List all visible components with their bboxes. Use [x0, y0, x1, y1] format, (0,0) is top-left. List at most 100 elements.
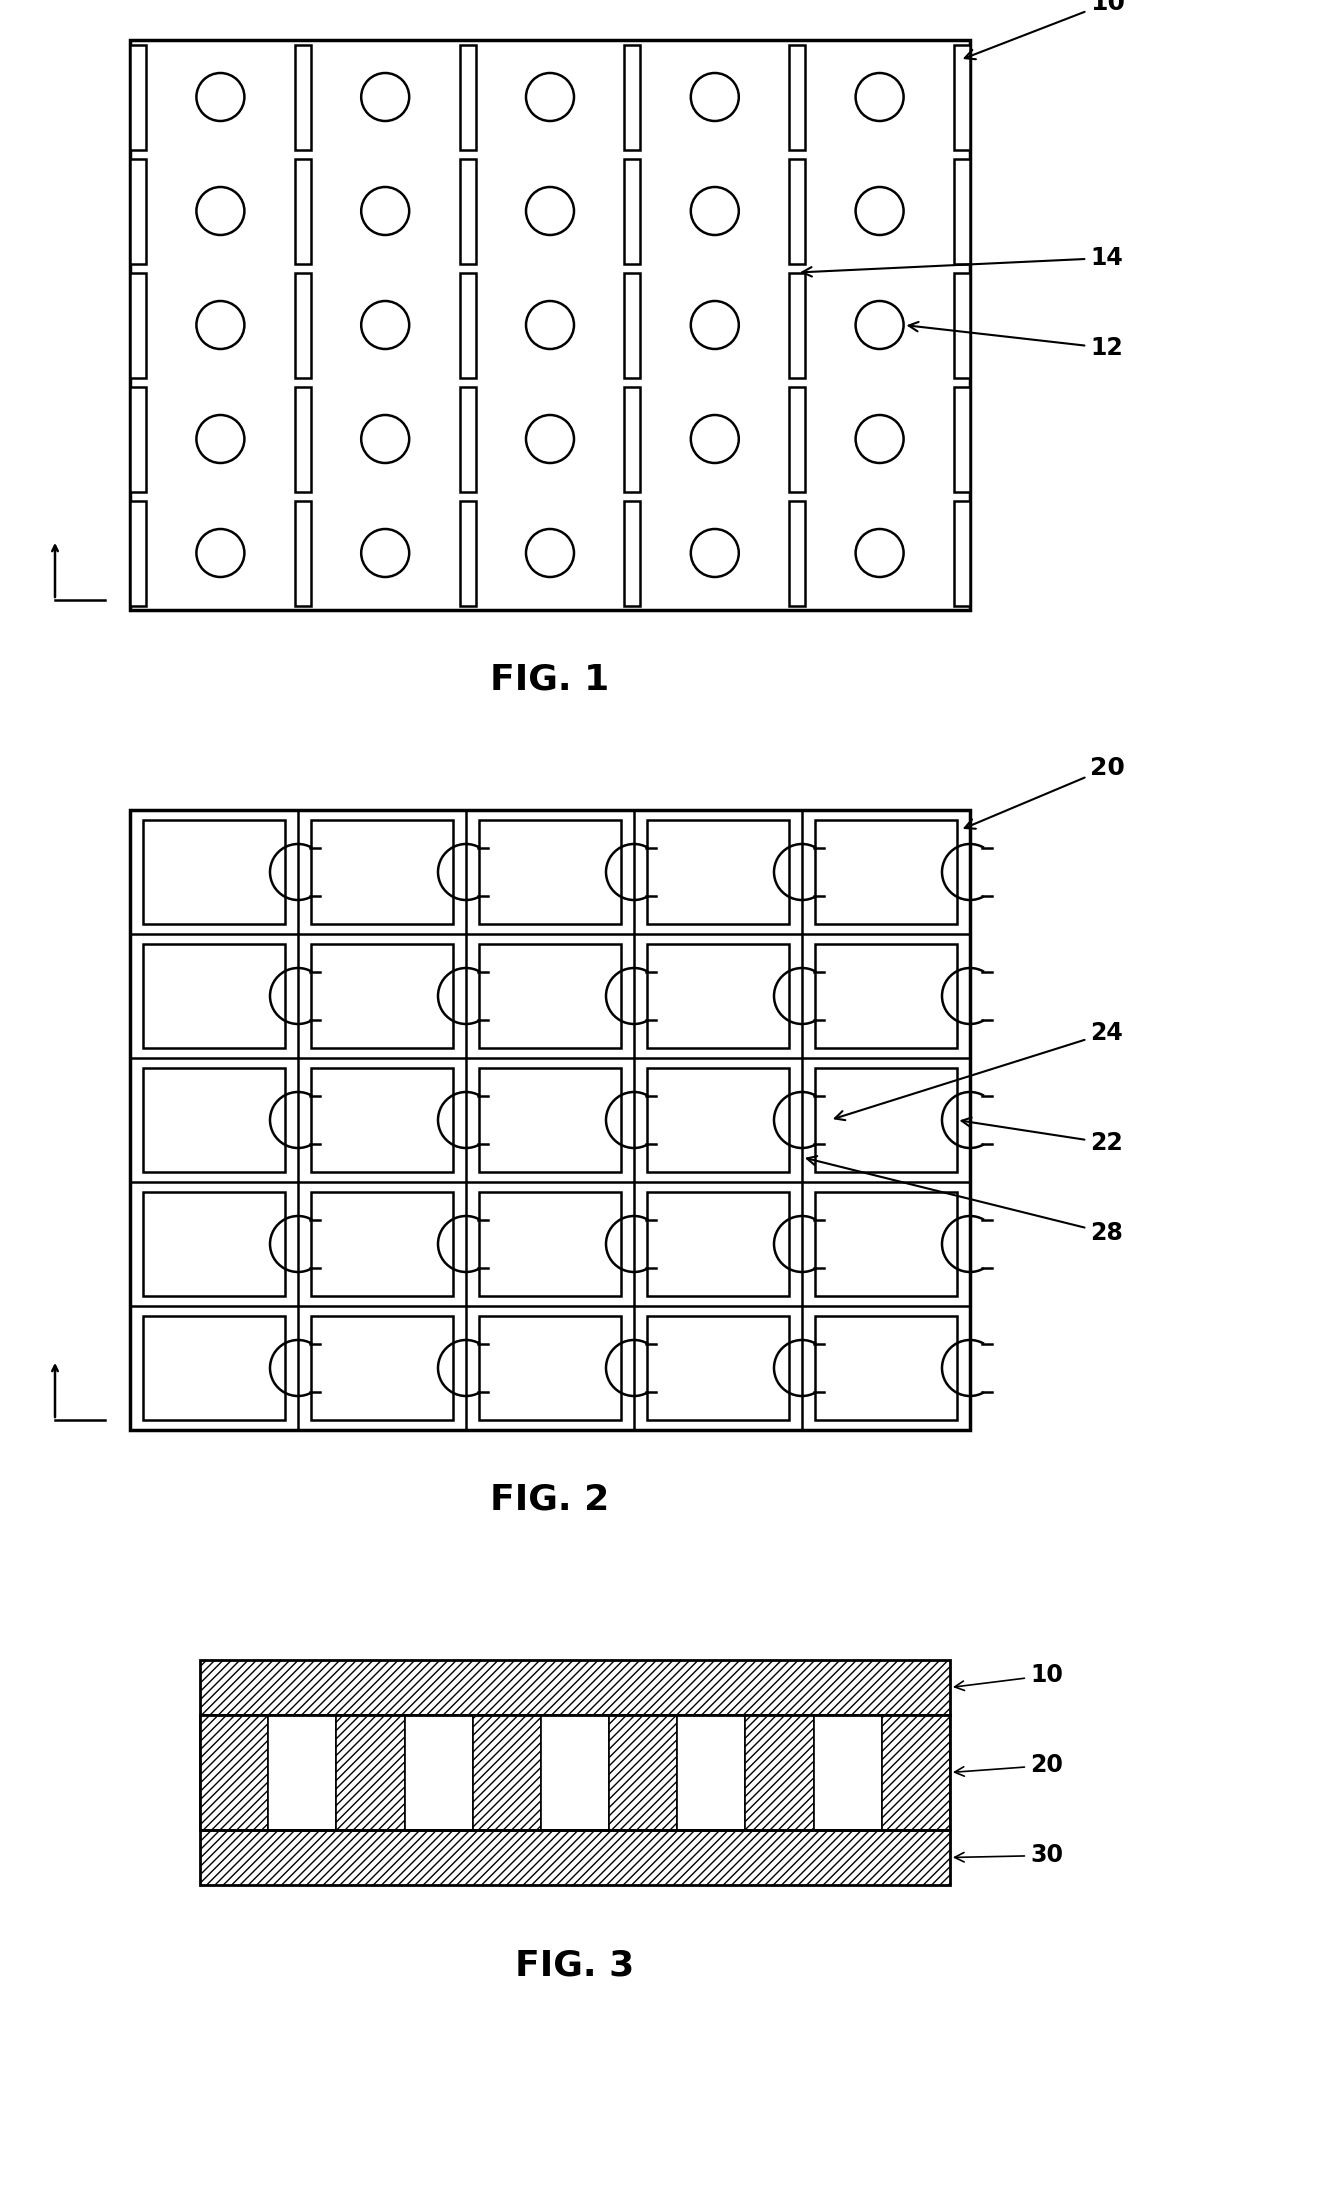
Circle shape [526, 301, 574, 350]
Bar [295, 44, 311, 150]
Bar [143, 1069, 284, 1172]
Bar [311, 820, 452, 924]
Bar [460, 501, 476, 605]
Circle shape [691, 301, 739, 350]
Bar [200, 1715, 949, 1830]
Bar [790, 44, 805, 150]
Circle shape [526, 187, 574, 235]
Bar [953, 387, 970, 493]
Circle shape [691, 73, 739, 121]
Bar [790, 273, 805, 378]
Bar [648, 820, 789, 924]
Bar [200, 1830, 949, 1885]
Text: 10: 10 [964, 0, 1125, 59]
Bar [648, 1192, 789, 1295]
Bar [814, 1715, 882, 1830]
Circle shape [196, 301, 244, 350]
Bar [295, 273, 311, 378]
Bar [625, 387, 641, 493]
Bar [953, 501, 970, 605]
Circle shape [691, 530, 739, 576]
Circle shape [196, 73, 244, 121]
Circle shape [526, 530, 574, 576]
Circle shape [691, 187, 739, 235]
Bar [295, 158, 311, 264]
Circle shape [361, 416, 409, 464]
Bar [337, 1715, 405, 1830]
Bar [130, 501, 146, 605]
Bar [311, 1192, 452, 1295]
Bar [815, 943, 956, 1049]
Bar [460, 387, 476, 493]
Bar [480, 1069, 621, 1172]
Bar [130, 387, 146, 493]
Bar [815, 1315, 956, 1421]
Text: FIG. 1: FIG. 1 [491, 664, 610, 697]
Bar [130, 44, 146, 150]
Bar [480, 1192, 621, 1295]
Bar [480, 1315, 621, 1421]
Bar [648, 1069, 789, 1172]
Bar [815, 1069, 956, 1172]
Circle shape [196, 530, 244, 576]
Text: 12: 12 [909, 321, 1122, 361]
Bar [625, 501, 641, 605]
Bar [953, 44, 970, 150]
Bar [130, 809, 970, 1429]
Bar [200, 1715, 268, 1830]
Bar [648, 1315, 789, 1421]
Bar [460, 273, 476, 378]
Circle shape [361, 530, 409, 576]
Bar [677, 1715, 746, 1830]
Bar [625, 44, 641, 150]
Bar [625, 158, 641, 264]
Bar [405, 1715, 473, 1830]
Circle shape [196, 187, 244, 235]
Text: 24: 24 [835, 1020, 1122, 1119]
Circle shape [856, 530, 904, 576]
Bar [815, 1192, 956, 1295]
Text: 10: 10 [955, 1662, 1063, 1691]
Bar [295, 501, 311, 605]
Text: FIG. 3: FIG. 3 [515, 1948, 634, 1981]
Bar [953, 273, 970, 378]
Text: FIG. 2: FIG. 2 [491, 1482, 610, 1517]
Bar [953, 158, 970, 264]
Bar [790, 387, 805, 493]
Circle shape [196, 416, 244, 464]
Bar [311, 943, 452, 1049]
Circle shape [856, 73, 904, 121]
Bar [790, 501, 805, 605]
Bar [268, 1715, 337, 1830]
Bar [540, 1715, 609, 1830]
Circle shape [361, 73, 409, 121]
Bar [790, 158, 805, 264]
Bar [882, 1715, 949, 1830]
Text: 20: 20 [964, 756, 1125, 829]
Text: 22: 22 [961, 1117, 1122, 1154]
Circle shape [691, 416, 739, 464]
Text: 30: 30 [955, 1843, 1063, 1867]
Bar [130, 158, 146, 264]
Bar [295, 387, 311, 493]
Circle shape [361, 187, 409, 235]
Bar [200, 1660, 949, 1715]
Bar [473, 1715, 540, 1830]
Text: 14: 14 [802, 246, 1122, 277]
Bar [460, 44, 476, 150]
Bar [143, 820, 284, 924]
Bar [648, 943, 789, 1049]
Circle shape [526, 73, 574, 121]
Bar [480, 820, 621, 924]
Text: 28: 28 [807, 1157, 1122, 1245]
Bar [460, 158, 476, 264]
Bar [143, 1192, 284, 1295]
Bar [311, 1069, 452, 1172]
Bar [143, 1315, 284, 1421]
Bar [130, 40, 970, 609]
Bar [746, 1715, 814, 1830]
Bar [609, 1715, 677, 1830]
Circle shape [856, 301, 904, 350]
Bar [130, 273, 146, 378]
Bar [625, 273, 641, 378]
